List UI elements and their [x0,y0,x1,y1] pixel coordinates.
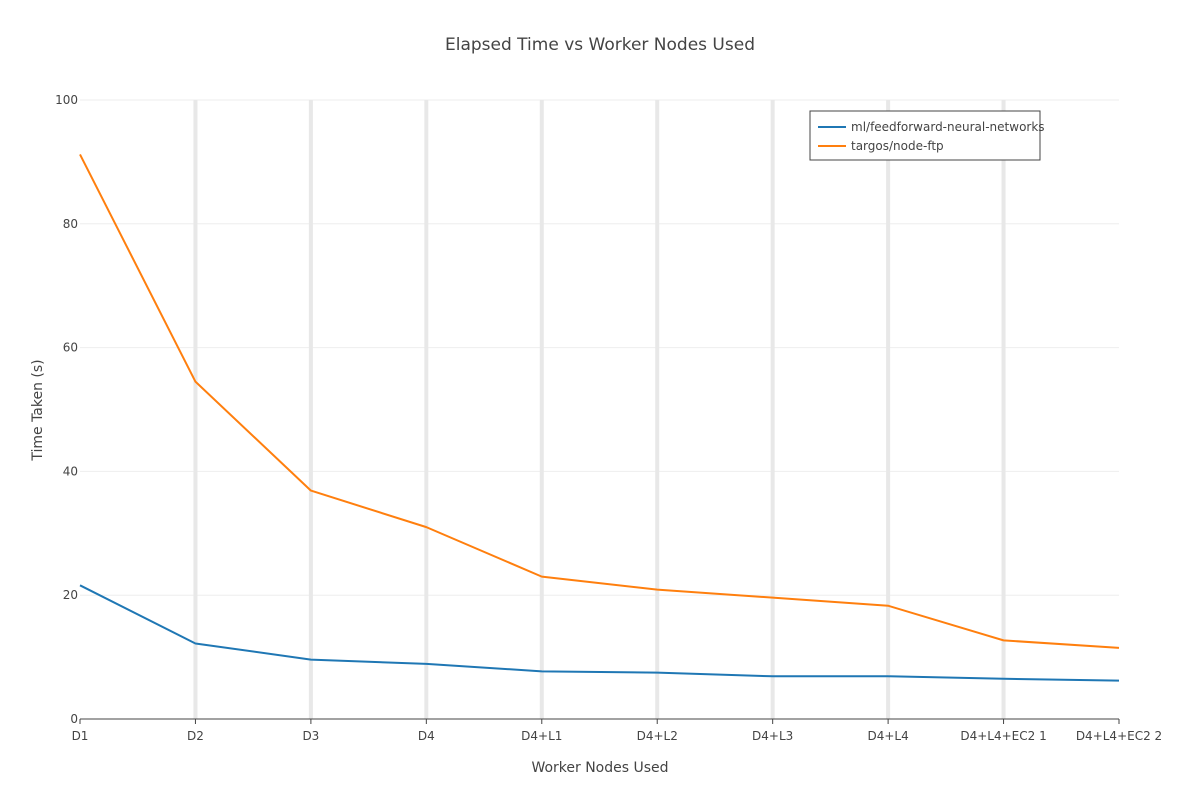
y-tick-label: 40 [63,464,78,478]
legend[interactable]: ml/feedforward-neural-networks targos/no… [809,110,1045,161]
x-tick-labels: D1 D2 D3 D4 D4+L1 D4+L2 D4+L3 D4+L4 D4+L4+EC2 1 D… [72,729,1163,743]
x-tick-label: D1 [72,729,89,743]
y-tick-labels: 0 20 40 60 80 100 [55,93,78,726]
y-tick-label: 20 [63,588,78,602]
axes [79,718,1120,724]
y-tick-label: 100 [55,93,78,107]
grid [80,99,1119,596]
legend-label-ml-feedforward[interactable]: ml/feedforward-neural-networks [851,120,1045,134]
x-tick-label: D4+L1 [521,729,562,743]
x-tick-label: D4+L4+EC2 2 [1076,729,1162,743]
x-tick-label: D3 [302,729,319,743]
y-tick-label: 60 [63,341,78,355]
x-tick-label: D4+L4+EC2 1 [960,729,1046,743]
y-tick-label: 80 [63,217,78,231]
x-tick-label: D4 [418,729,435,743]
x-tick-label: D4+L2 [637,729,678,743]
x-tick-label: D4+L3 [752,729,793,743]
legend-label-targos-node-ftp[interactable]: targos/node-ftp [851,139,944,153]
x-tick-label: D4+L4 [867,729,908,743]
series-lines [79,154,1120,682]
series-line-0 [79,584,1120,682]
x-tick-label: D2 [187,729,204,743]
legend-box [809,110,1041,161]
y-axis-label: Time Taken (s) [30,359,46,461]
x-axis-label: Worker Nodes Used [531,760,668,776]
x-gridlines [193,100,1006,719]
y-tick-label: 0 [70,712,78,726]
series-line-1 [79,154,1120,649]
chart-title: Elapsed Time vs Worker Nodes Used [445,35,755,55]
